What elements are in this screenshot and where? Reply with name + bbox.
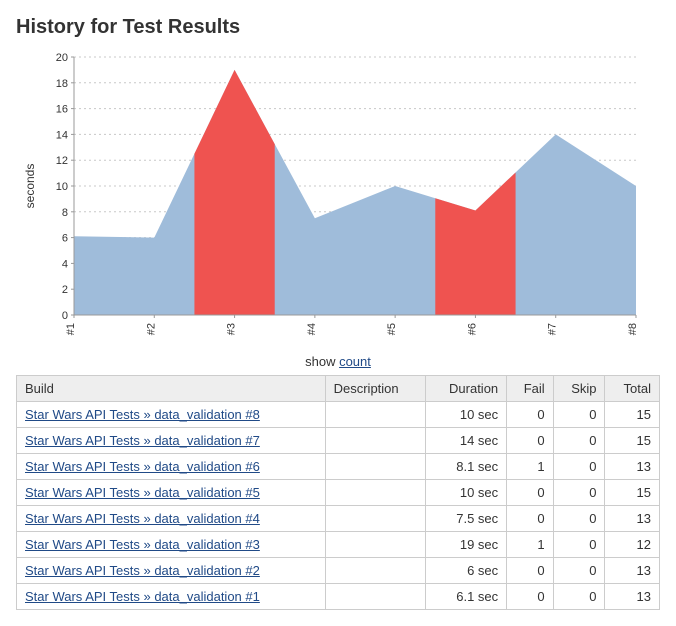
fail-cell: 0 [507, 402, 554, 428]
total-cell: 15 [605, 402, 660, 428]
table-header: Build [17, 376, 326, 402]
history-chart: 0 2 4 6 8 10 12 14 16 18 20 #1 #2 #3 #4 #5 #6 #7 #8 seconds [16, 47, 660, 350]
description-cell [325, 532, 426, 558]
skip-cell: 0 [553, 402, 605, 428]
build-link[interactable]: Star Wars API Tests » data_validation #3 [25, 537, 260, 552]
build-link[interactable]: Star Wars API Tests » data_validation #6 [25, 459, 260, 474]
total-cell: 13 [605, 454, 660, 480]
show-count-link[interactable]: count [339, 354, 371, 369]
description-cell [325, 506, 426, 532]
table-row: Star Wars API Tests » data_validation #3… [17, 532, 660, 558]
build-link[interactable]: Star Wars API Tests » data_validation #7 [25, 433, 260, 448]
build-cell: Star Wars API Tests » data_validation #7 [17, 428, 326, 454]
duration-cell: 7.5 sec [426, 506, 507, 532]
svg-text:10: 10 [56, 181, 68, 193]
duration-cell: 10 sec [426, 480, 507, 506]
skip-cell: 0 [553, 532, 605, 558]
skip-cell: 0 [553, 558, 605, 584]
page-title: History for Test Results [16, 16, 660, 39]
duration-cell: 19 sec [426, 532, 507, 558]
svg-text:8: 8 [62, 207, 68, 219]
build-link[interactable]: Star Wars API Tests » data_validation #8 [25, 407, 260, 422]
svg-text:#1: #1 [65, 323, 77, 335]
description-cell [325, 402, 426, 428]
table-header: Skip [553, 376, 605, 402]
table-row: Star Wars API Tests » data_validation #7… [17, 428, 660, 454]
build-cell: Star Wars API Tests » data_validation #1 [17, 584, 326, 610]
build-link[interactable]: Star Wars API Tests » data_validation #4 [25, 511, 260, 526]
build-link[interactable]: Star Wars API Tests » data_validation #5 [25, 485, 260, 500]
svg-text:#6: #6 [466, 323, 478, 335]
svg-text:12: 12 [56, 155, 68, 167]
table-header: Fail [507, 376, 554, 402]
history-chart-svg: 0 2 4 6 8 10 12 14 16 18 20 #1 #2 #3 #4 #5 #6 #7 #8 seconds [16, 47, 656, 347]
build-cell: Star Wars API Tests » data_validation #5 [17, 480, 326, 506]
table-header: Duration [426, 376, 507, 402]
build-cell: Star Wars API Tests » data_validation #3 [17, 532, 326, 558]
fail-cell: 0 [507, 584, 554, 610]
total-cell: 15 [605, 428, 660, 454]
duration-cell: 14 sec [426, 428, 507, 454]
svg-text:#2: #2 [145, 323, 157, 335]
duration-cell: 10 sec [426, 402, 507, 428]
svg-text:seconds: seconds [23, 164, 37, 209]
table-row: Star Wars API Tests » data_validation #6… [17, 454, 660, 480]
history-table-head: BuildDescriptionDurationFailSkipTotal [17, 376, 660, 402]
skip-cell: 0 [553, 584, 605, 610]
build-cell: Star Wars API Tests » data_validation #6 [17, 454, 326, 480]
svg-text:#7: #7 [547, 323, 559, 335]
duration-cell: 6.1 sec [426, 584, 507, 610]
table-row: Star Wars API Tests » data_validation #4… [17, 506, 660, 532]
description-cell [325, 454, 426, 480]
svg-text:2: 2 [62, 284, 68, 296]
build-cell: Star Wars API Tests » data_validation #4 [17, 506, 326, 532]
build-cell: Star Wars API Tests » data_validation #2 [17, 558, 326, 584]
description-cell [325, 480, 426, 506]
history-table: BuildDescriptionDurationFailSkipTotal St… [16, 375, 660, 610]
total-cell: 13 [605, 584, 660, 610]
show-count-line: show count [16, 354, 660, 369]
fail-cell: 1 [507, 532, 554, 558]
table-row: Star Wars API Tests » data_validation #8… [17, 402, 660, 428]
fail-cell: 1 [507, 454, 554, 480]
total-cell: 13 [605, 558, 660, 584]
svg-text:#5: #5 [386, 323, 398, 335]
table-row: Star Wars API Tests » data_validation #1… [17, 584, 660, 610]
fail-cell: 0 [507, 558, 554, 584]
total-cell: 15 [605, 480, 660, 506]
duration-cell: 8.1 sec [426, 454, 507, 480]
svg-text:#8: #8 [627, 323, 639, 335]
fail-cell: 0 [507, 428, 554, 454]
svg-text:4: 4 [62, 258, 68, 270]
build-cell: Star Wars API Tests » data_validation #8 [17, 402, 326, 428]
total-cell: 12 [605, 532, 660, 558]
svg-text:16: 16 [56, 104, 68, 116]
table-header: Total [605, 376, 660, 402]
skip-cell: 0 [553, 480, 605, 506]
table-header: Description [325, 376, 426, 402]
svg-text:0: 0 [62, 310, 68, 322]
svg-text:14: 14 [56, 129, 68, 141]
svg-text:#3: #3 [226, 323, 238, 335]
table-row: Star Wars API Tests » data_validation #2… [17, 558, 660, 584]
history-table-body: Star Wars API Tests » data_validation #8… [17, 402, 660, 610]
description-cell [325, 428, 426, 454]
build-link[interactable]: Star Wars API Tests » data_validation #2 [25, 563, 260, 578]
skip-cell: 0 [553, 506, 605, 532]
build-link[interactable]: Star Wars API Tests » data_validation #1 [25, 589, 260, 604]
svg-text:20: 20 [56, 52, 68, 64]
description-cell [325, 558, 426, 584]
fail-cell: 0 [507, 506, 554, 532]
skip-cell: 0 [553, 428, 605, 454]
fail-cell: 0 [507, 480, 554, 506]
duration-cell: 6 sec [426, 558, 507, 584]
table-row: Star Wars API Tests » data_validation #5… [17, 480, 660, 506]
total-cell: 13 [605, 506, 660, 532]
show-count-prefix: show [305, 354, 339, 369]
skip-cell: 0 [553, 454, 605, 480]
svg-text:#4: #4 [306, 323, 318, 335]
svg-text:6: 6 [62, 233, 68, 245]
description-cell [325, 584, 426, 610]
svg-text:18: 18 [56, 78, 68, 90]
